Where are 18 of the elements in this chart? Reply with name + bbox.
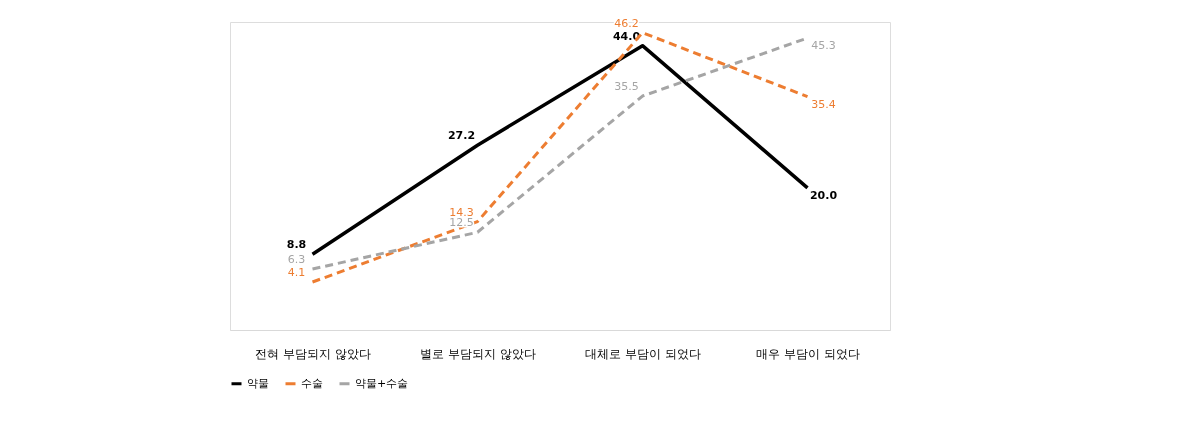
x-tick-label: 매우 부담이 되었다 [756, 346, 860, 361]
data-label: 8.8 [286, 238, 307, 252]
legend-label: 수술 [301, 376, 323, 390]
legend-label: 약물 [247, 376, 269, 390]
data-label: 27.2 [447, 129, 476, 143]
data-label: 35.5 [614, 80, 639, 94]
data-label: 14.3 [449, 205, 474, 219]
data-label: 4.1 [287, 266, 306, 280]
x-tick-label: 별로 부담되지 않았다 [420, 346, 536, 361]
data-label: 6.3 [287, 252, 306, 266]
data-label: 20.0 [809, 188, 838, 202]
legend-label: 약물+수술 [355, 376, 409, 390]
x-tick-label: 대체로 부담이 되었다 [585, 346, 701, 361]
data-label: 45.3 [811, 38, 836, 52]
data-label: 35.4 [811, 97, 836, 111]
data-label: 12.5 [449, 216, 474, 230]
data-label: 46.2 [614, 16, 639, 30]
x-tick-label: 전혀 부담되지 않았다 [255, 346, 371, 361]
